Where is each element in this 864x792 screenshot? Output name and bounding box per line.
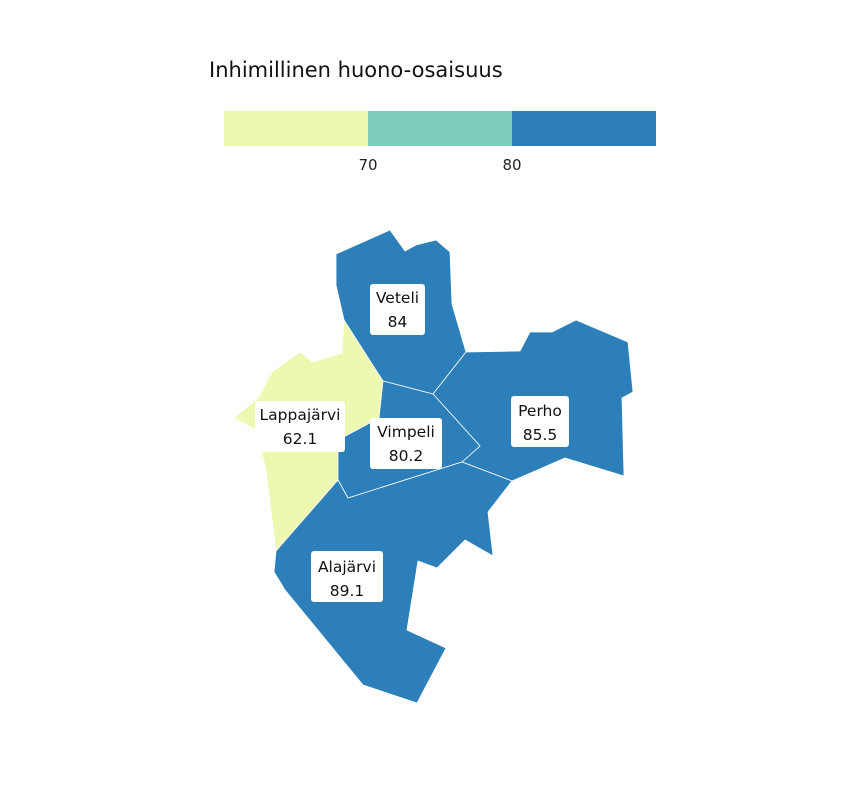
legend: Inhimillinen huono-osaisuus 70 80 [209,58,656,174]
region-labels: Veteli 84 Lappajärvi 62.1 Vimpeli 80.2 P… [255,284,569,602]
legend-bin-high [512,111,656,146]
region-label-lappajarvi: Lappajärvi 62.1 [255,401,345,452]
legend-break-label: 80 [502,156,521,174]
region-value: 84 [388,313,408,331]
region-label-alajarvi: Alajärvi 89.1 [311,551,383,602]
region-label-perho: Perho 85.5 [511,396,569,447]
legend-bin-low [224,111,368,146]
label-box [511,396,569,447]
region-name: Vimpeli [377,423,435,441]
legend-bin-mid [368,111,512,146]
region-alajarvi[interactable] [273,461,513,704]
region-value: 62.1 [283,430,318,448]
region-label-vimpeli: Vimpeli 80.2 [370,418,442,469]
region-value: 89.1 [330,582,365,600]
region-value: 85.5 [523,426,558,444]
legend-break-label: 70 [358,156,377,174]
region-name: Perho [518,402,562,420]
region-value: 80.2 [389,447,424,465]
label-box [370,418,442,469]
legend-title: Inhimillinen huono-osaisuus [209,58,503,82]
region-name: Veteli [376,289,419,307]
region-name: Alajärvi [318,558,376,576]
region-label-veteli: Veteli 84 [370,284,425,335]
region-name: Lappajärvi [260,406,341,424]
label-box [311,551,383,602]
label-box [370,284,425,335]
label-box [255,401,345,452]
